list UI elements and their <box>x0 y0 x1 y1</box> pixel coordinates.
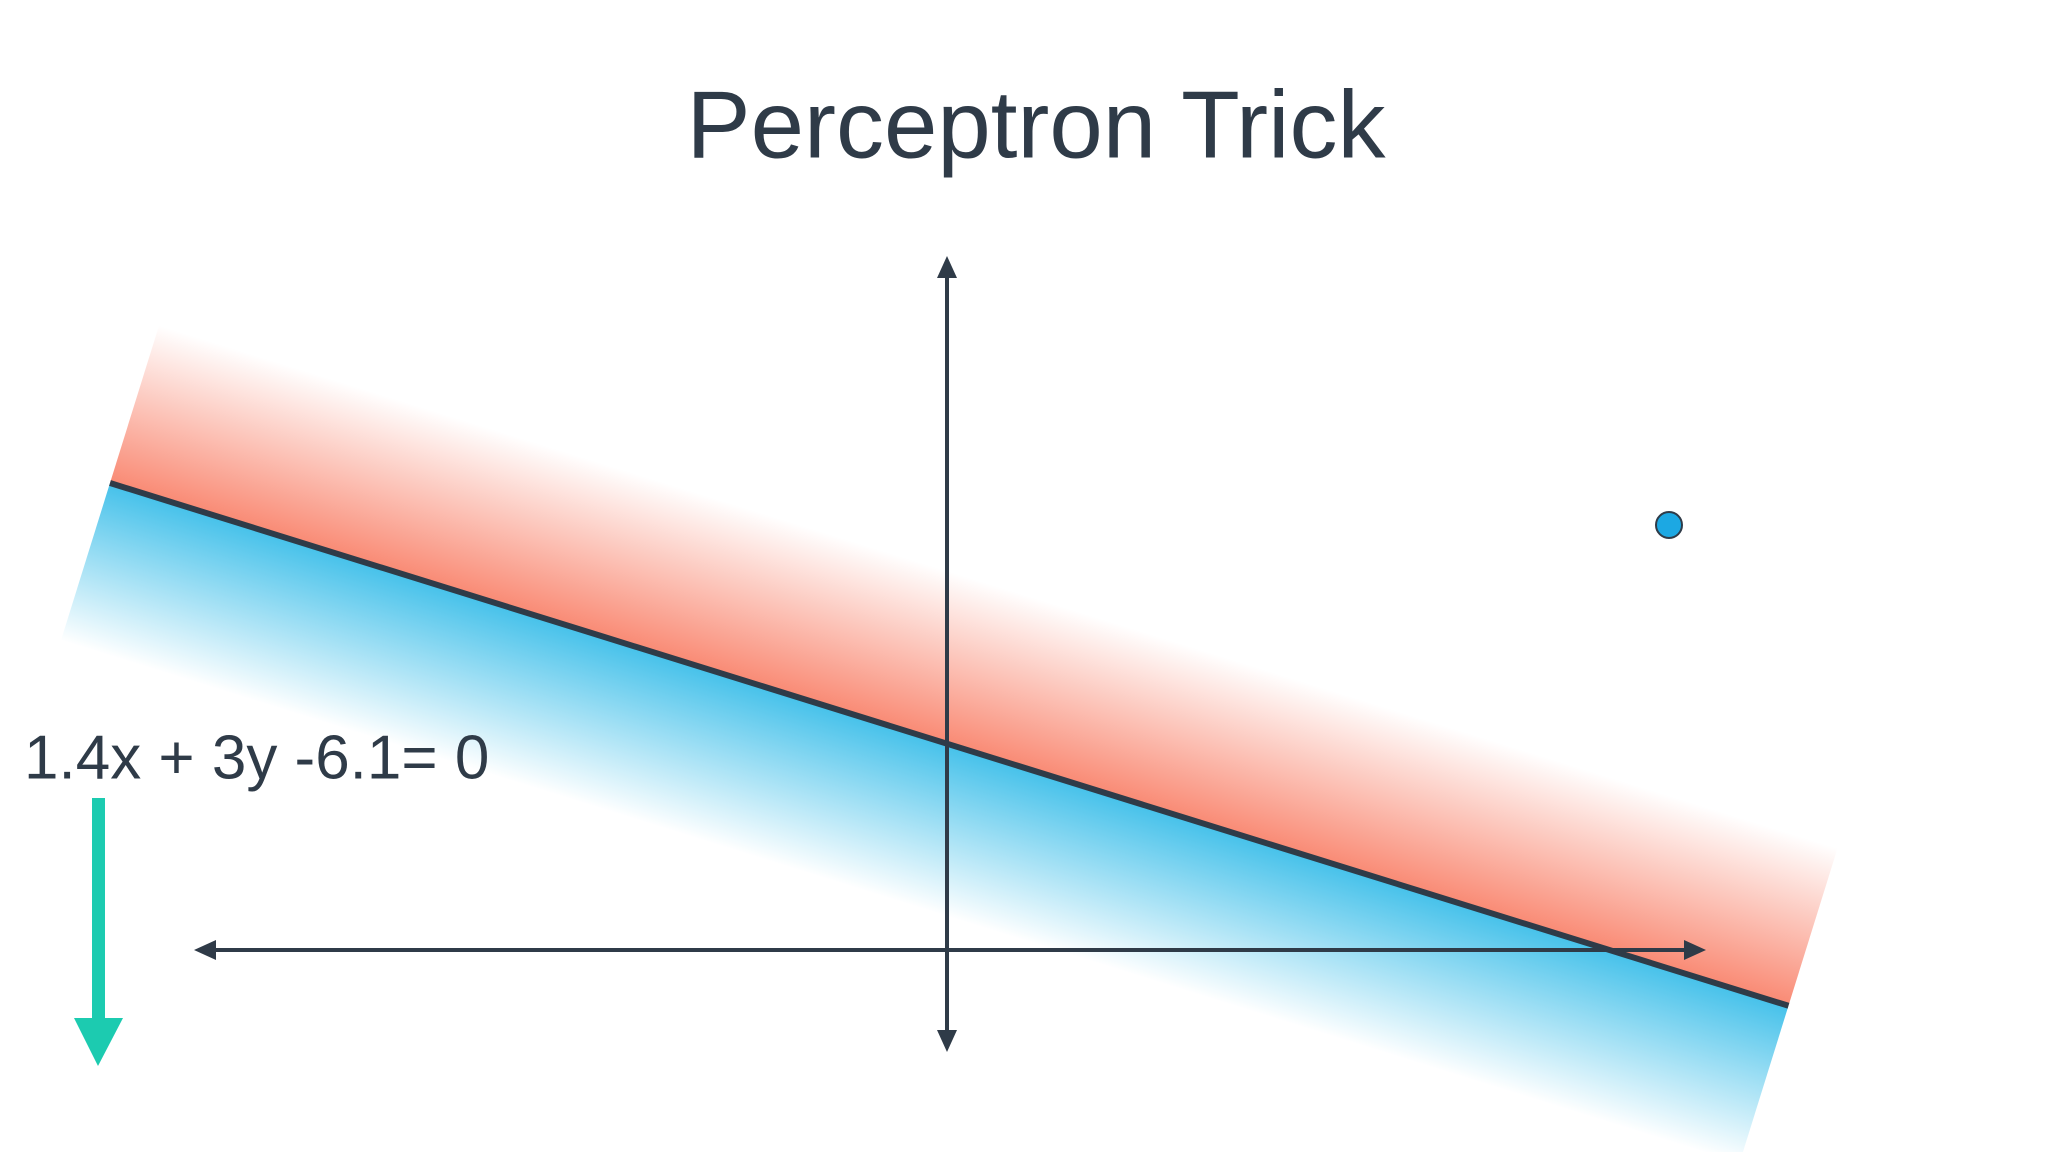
title: Perceptron Trick <box>687 71 1387 178</box>
boundary-line <box>109 480 1790 1009</box>
axes <box>194 256 1706 1052</box>
boundary-group <box>60 325 1838 1152</box>
x-arrow-right <box>1684 940 1706 960</box>
arrow-shaft <box>92 798 105 1023</box>
y-arrow-up <box>937 256 957 278</box>
negative-region <box>60 483 1789 1152</box>
positive-region <box>110 325 1838 1006</box>
equation: 1.4x + 3y -6.1= 0 <box>24 723 489 792</box>
point <box>1655 511 1683 539</box>
down-arrow <box>74 798 123 1066</box>
arrow-head <box>74 1018 123 1066</box>
y-arrow-down <box>937 1030 957 1052</box>
x-arrow-left <box>194 940 216 960</box>
